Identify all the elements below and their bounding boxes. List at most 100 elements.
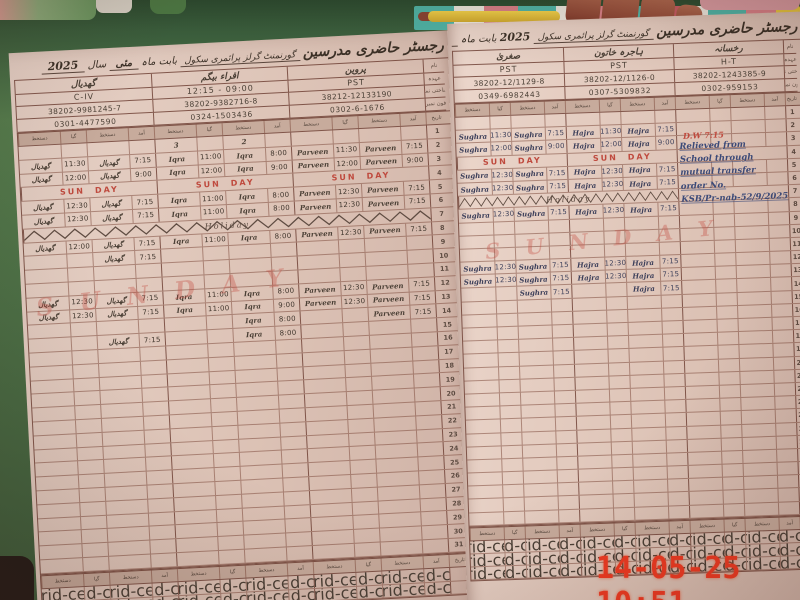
year-annotation: 2025 — [499, 30, 531, 45]
grid-cell: grid-cell — [313, 572, 356, 588]
grid-cell — [282, 490, 310, 506]
grid-cell — [513, 220, 549, 234]
grid-cell — [464, 380, 498, 393]
gutter-label: نام — [782, 39, 797, 55]
grid-cell — [103, 471, 147, 487]
grid-cell — [300, 337, 344, 353]
grid-cell — [206, 329, 234, 344]
grid-cell — [680, 267, 716, 281]
grid-cell — [629, 387, 665, 401]
row-number: 23 — [795, 395, 800, 409]
grid-cell — [29, 351, 72, 366]
grid-cell — [242, 519, 286, 535]
grid-cell — [305, 419, 348, 435]
grid-cell — [414, 401, 442, 416]
grid-cell — [683, 359, 719, 373]
grid-cell — [238, 450, 282, 466]
grid-cell: 9:00 — [545, 140, 567, 154]
band-label: گیا — [82, 572, 110, 586]
grid-cell — [764, 106, 786, 120]
grid-cell: Hajra — [626, 282, 661, 296]
row-number: 20 — [439, 386, 462, 401]
grid-cell: 12:00 — [600, 138, 622, 152]
row-number: 8 — [431, 220, 453, 235]
grid-cell — [364, 250, 408, 266]
grid-cell — [72, 377, 100, 392]
grid-cell: grid-cell — [287, 574, 314, 589]
grid-cell: grid-cell — [288, 588, 315, 600]
grid-cell: Parveen — [291, 158, 335, 173]
grid-cell — [145, 470, 173, 485]
grid-cell — [207, 342, 234, 358]
grid-cell — [368, 333, 412, 349]
grid-cell — [717, 358, 740, 372]
band-label: گیا — [218, 565, 246, 579]
grid-cell — [628, 334, 663, 349]
grid-cell — [37, 489, 80, 504]
grid-cell: گهدیال — [87, 154, 130, 170]
grid-cell — [304, 406, 348, 422]
grid-cell — [92, 265, 136, 281]
grid-cell — [139, 360, 167, 375]
grid-cell: Sughra — [458, 131, 488, 142]
sunday-text: SUN — [592, 153, 618, 164]
band-label: دستخط — [454, 103, 490, 117]
grid-cell — [300, 323, 343, 339]
grid-cell — [420, 525, 448, 540]
band-label: دستخط — [176, 566, 220, 581]
grid-cell — [74, 405, 101, 420]
grid-cell — [228, 244, 271, 260]
grid-cell — [350, 473, 377, 488]
grid-cell: grid-cell — [423, 581, 451, 596]
grid-cell: Hajra — [623, 203, 658, 217]
grid-cell — [280, 449, 308, 464]
grid-cell — [495, 300, 518, 314]
grid-cell — [33, 420, 76, 435]
grid-cell — [557, 482, 579, 496]
grid-cell — [608, 375, 630, 389]
grid-cell — [715, 279, 737, 293]
grid-cell — [166, 371, 210, 387]
grid-cell — [306, 447, 350, 463]
grid-cell: Parveen — [293, 185, 336, 201]
grid-cell — [100, 402, 143, 418]
grid-cell — [734, 238, 770, 253]
grid-cell — [160, 247, 203, 263]
grid-cell — [148, 525, 176, 540]
row-number: 20 — [793, 356, 800, 369]
grid-cell — [556, 469, 579, 483]
band-label: آمد — [286, 561, 314, 576]
grid-cell: grid-cell — [381, 569, 424, 584]
band-label: دستخط — [634, 521, 669, 535]
grid-cell — [501, 471, 524, 485]
grid-cell — [722, 477, 744, 491]
row-number: 19 — [438, 372, 461, 387]
fabric-top-left — [0, 0, 96, 20]
table-row: Holiday 7 — [22, 206, 458, 244]
grid-cell — [686, 438, 722, 452]
grid-cell — [620, 110, 655, 125]
grid-cell: 7:15 — [659, 268, 682, 282]
grid-cell — [764, 119, 786, 133]
grid-cell — [141, 387, 169, 402]
grid-cell — [28, 324, 71, 339]
grid-cell: Hajra — [625, 255, 660, 270]
grid-cell — [350, 487, 378, 502]
grid-cell — [523, 483, 558, 498]
band-label: دستخط — [244, 563, 288, 578]
grid-cell — [345, 390, 373, 406]
grid-cell: 12:30 — [604, 270, 627, 284]
grid-cell — [376, 471, 419, 487]
grid-cell — [466, 433, 500, 446]
grid-cell — [34, 448, 77, 463]
grid-cell — [771, 317, 793, 331]
grid-cell — [24, 255, 67, 270]
grid-cell — [498, 379, 520, 393]
grid-cell — [208, 370, 236, 385]
grid-cell — [607, 349, 629, 363]
grid-cell — [234, 368, 278, 384]
row-number: 21 — [794, 369, 800, 383]
band-label: گیا — [708, 95, 731, 108]
grid-cell — [306, 433, 349, 449]
grid-cell — [149, 539, 176, 554]
